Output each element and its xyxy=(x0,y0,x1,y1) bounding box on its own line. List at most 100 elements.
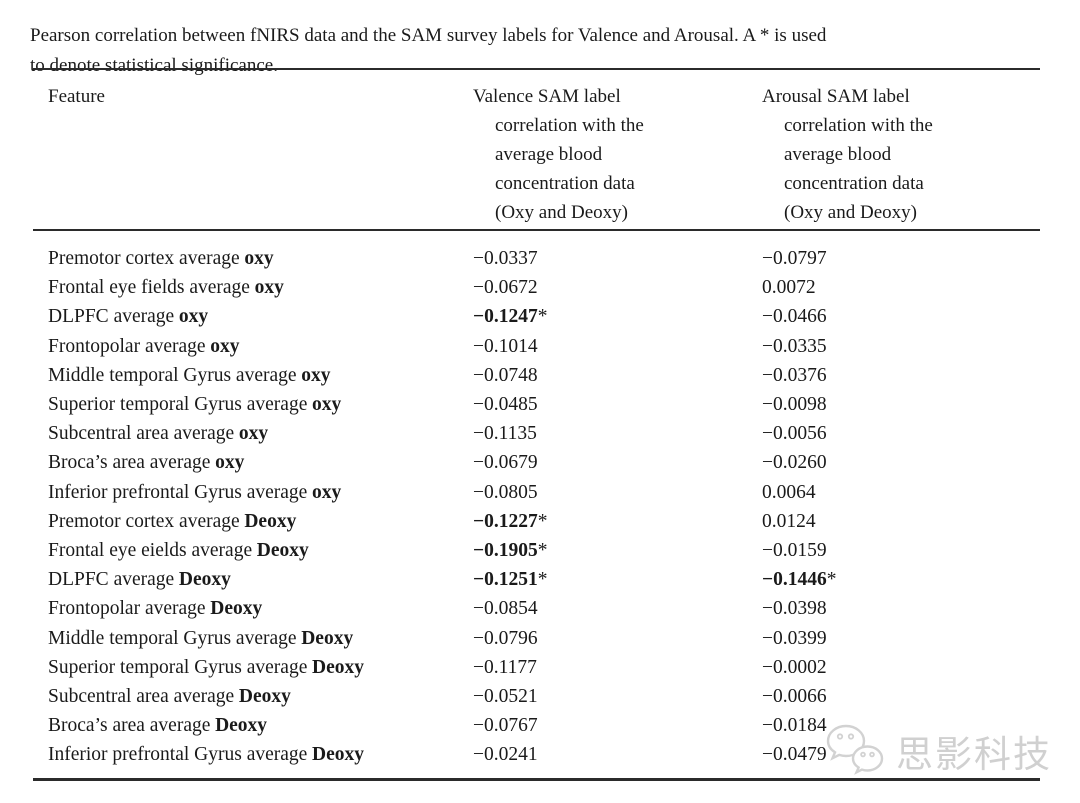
feature-cell: Middle temporal Gyrus average oxy xyxy=(33,361,473,390)
valence-cell: −0.0796 xyxy=(473,624,762,653)
feature-cell: Inferior prefrontal Gyrus average oxy xyxy=(33,478,473,507)
valence-value: −0.0767 xyxy=(473,715,538,737)
correlation-table: Feature Valence SAM label correlation wi… xyxy=(33,68,1040,781)
feature-label: Superior temporal Gyrus average xyxy=(48,656,308,678)
table-row: Frontal eye eields average Deoxy −0.1905*… xyxy=(33,536,1040,565)
header-valence-line: (Oxy and Deoxy) xyxy=(495,202,628,223)
wechat-icon xyxy=(826,724,884,775)
feature-label: Broca’s area average xyxy=(48,715,211,737)
table-row: Inferior prefrontal Gyrus average oxy −0.… xyxy=(33,478,1040,507)
feature-cell: Superior temporal Gyrus average Deoxy xyxy=(33,653,473,682)
valence-value: −0.1247 xyxy=(473,306,538,328)
arousal-cell: −0.0398 xyxy=(762,594,1040,623)
arousal-cell: −0.0184 xyxy=(762,711,1040,740)
arousal-cell: −0.0056 xyxy=(762,419,1040,448)
arousal-cell: −0.0002 xyxy=(762,653,1040,682)
arousal-cell: −0.0260 xyxy=(762,448,1040,477)
valence-value: −0.0679 xyxy=(473,452,538,474)
valence-value: −0.0854 xyxy=(473,598,538,620)
table-row: Frontopolar average Deoxy −0.0854 −0.0398 xyxy=(33,594,1040,623)
arousal-value: 0.0124 xyxy=(762,510,816,532)
caption-line-2: to denote statistical significance. xyxy=(30,55,278,76)
feature-cell: DLPFC average Deoxy xyxy=(33,565,473,594)
valence-value: −0.0241 xyxy=(473,744,538,766)
header-arousal-line: Arousal SAM label xyxy=(762,86,910,107)
feature-cell: Inferior prefrontal Gyrus average Deoxy xyxy=(33,740,473,769)
table-row: Broca’s area average Deoxy −0.0767 −0.018… xyxy=(33,711,1040,740)
table-row: Subcentral area average Deoxy −0.0521 −0.… xyxy=(33,682,1040,711)
valence-cell: −0.0679 xyxy=(473,448,762,477)
arousal-cell: −0.0479 xyxy=(762,740,1040,769)
table-row: Superior temporal Gyrus average oxy −0.04… xyxy=(33,390,1040,419)
feature-signal-type: oxy xyxy=(178,306,209,328)
valence-cell: −0.1251* xyxy=(473,565,762,594)
arousal-cell: 0.0072 xyxy=(762,273,1040,302)
table-body: Premotor cortex average oxy −0.0337 −0.07… xyxy=(33,231,1040,778)
valence-value: −0.0748 xyxy=(473,364,538,386)
feature-cell: Broca’s area average oxy xyxy=(33,448,473,477)
valence-value: −0.0805 xyxy=(473,481,538,503)
feature-signal-type: Deoxy xyxy=(178,569,231,591)
table-row: Premotor cortex average Deoxy −0.1227* 0.… xyxy=(33,507,1040,536)
significance-marker: * xyxy=(537,510,548,532)
feature-cell: Premotor cortex average oxy xyxy=(33,244,473,273)
valence-cell: −0.0337 xyxy=(473,244,762,273)
feature-label: Middle temporal Gyrus average xyxy=(48,627,297,649)
table-row: Frontal eye fields average oxy −0.0672 0.… xyxy=(33,273,1040,302)
arousal-value: −0.0797 xyxy=(762,248,827,269)
caption-line-1: Pearson correlation between fNIRS data a… xyxy=(30,25,827,46)
feature-cell: Subcentral area average oxy xyxy=(33,419,473,448)
table-header-row: Feature Valence SAM label correlation wi… xyxy=(33,70,1040,231)
valence-value: −0.1227 xyxy=(473,510,538,532)
valence-cell: −0.0672 xyxy=(473,273,762,302)
arousal-cell: −0.0797 xyxy=(762,244,1040,273)
feature-cell: Frontal eye eields average Deoxy xyxy=(33,536,473,565)
feature-label: Premotor cortex average xyxy=(48,248,240,269)
valence-cell: −0.0485 xyxy=(473,390,762,419)
arousal-cell: −0.0376 xyxy=(762,361,1040,390)
feature-cell: Frontopolar average Deoxy xyxy=(33,594,473,623)
header-valence-line: correlation with the xyxy=(495,115,644,136)
feature-signal-type: oxy xyxy=(254,277,284,299)
feature-label: Subcentral area average xyxy=(48,423,235,445)
header-arousal: Arousal SAM label correlation with the a… xyxy=(762,82,1040,227)
table-row: Middle temporal Gyrus average oxy −0.0748… xyxy=(33,361,1040,390)
feature-signal-type: Deoxy xyxy=(256,540,309,562)
valence-cell: −0.0805 xyxy=(473,478,762,507)
header-valence-line: average blood xyxy=(495,144,603,165)
feature-signal-type: oxy xyxy=(312,394,342,416)
arousal-value: 0.0072 xyxy=(762,277,816,299)
valence-value: −0.1905 xyxy=(473,540,538,562)
valence-value: −0.0521 xyxy=(473,686,538,708)
significance-marker: * xyxy=(537,306,548,328)
table-row: DLPFC average Deoxy −0.1251* −0.1446* xyxy=(33,565,1040,594)
valence-cell: −0.1905* xyxy=(473,536,762,565)
header-arousal-line: (Oxy and Deoxy) xyxy=(784,202,917,223)
arousal-cell: −0.0159 xyxy=(762,536,1040,565)
arousal-cell: −0.0098 xyxy=(762,390,1040,419)
table-row: DLPFC average oxy −0.1247* −0.0466 xyxy=(33,302,1040,331)
table-row: Superior temporal Gyrus average Deoxy −0.… xyxy=(33,653,1040,682)
arousal-cell: −0.1446* xyxy=(762,565,1040,594)
arousal-value: −0.0399 xyxy=(762,627,827,649)
table-row: Subcentral area average oxy −0.1135 −0.00… xyxy=(33,419,1040,448)
arousal-value: −0.0066 xyxy=(762,686,827,708)
arousal-value: −0.0479 xyxy=(762,744,827,766)
arousal-value: −0.0056 xyxy=(762,423,827,445)
arousal-value: −0.0260 xyxy=(762,452,827,474)
valence-cell: −0.1227* xyxy=(473,507,762,536)
feature-signal-type: Deoxy xyxy=(210,598,263,620)
arousal-cell: −0.0466 xyxy=(762,302,1040,331)
valence-value: −0.1014 xyxy=(473,335,538,357)
arousal-value: −0.0376 xyxy=(762,364,827,386)
arousal-value: −0.0398 xyxy=(762,598,827,620)
arousal-cell: −0.0066 xyxy=(762,682,1040,711)
feature-cell: Frontopolar average oxy xyxy=(33,332,473,361)
feature-label: Broca’s area average xyxy=(48,452,211,474)
valence-cell: −0.0767 xyxy=(473,711,762,740)
arousal-value: −0.0002 xyxy=(762,656,827,678)
arousal-value: −0.0184 xyxy=(762,715,827,737)
feature-signal-type: oxy xyxy=(215,452,245,474)
valence-cell: −0.1177 xyxy=(473,653,762,682)
